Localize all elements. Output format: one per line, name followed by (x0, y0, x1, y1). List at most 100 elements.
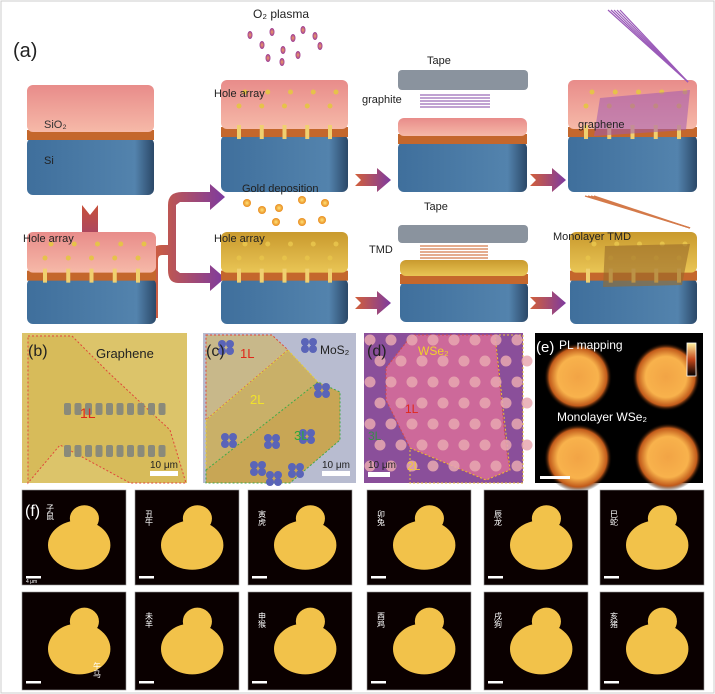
nanostructure (258, 468, 266, 476)
animal-silhouette (274, 520, 337, 570)
hole (511, 334, 523, 346)
animal-head (647, 505, 677, 532)
hole (469, 418, 481, 430)
si-layer (568, 135, 697, 192)
pillar (116, 403, 124, 415)
hole (636, 89, 641, 95)
hole (236, 255, 242, 261)
hole (427, 418, 439, 430)
nanostructure (218, 340, 226, 348)
animal-head (182, 607, 212, 636)
hole-array (364, 334, 533, 472)
hole (141, 241, 147, 247)
monolayer-wse2-caption: Monolayer WSe₂ (557, 410, 647, 424)
animal-head (531, 505, 561, 532)
hole (591, 241, 597, 247)
pillar (95, 445, 103, 457)
wse2-title: WSe₂ (418, 344, 449, 358)
nanostructure (221, 440, 229, 448)
panel-f-label: (f) (25, 503, 40, 520)
tape (398, 225, 528, 243)
nanostructure (258, 461, 266, 469)
nanostructure (250, 468, 258, 476)
animal-silhouette (510, 623, 573, 675)
hole (427, 376, 439, 388)
hole (437, 397, 449, 409)
interlayer (400, 274, 528, 284)
panel-b-label: (b) (28, 343, 48, 360)
layer-1l-label: 1L (405, 402, 419, 416)
pillar (148, 445, 155, 457)
si-layer (221, 278, 348, 324)
scale-bar-label: 10 μm (150, 460, 178, 471)
hole (364, 460, 376, 472)
animal-silhouette (626, 520, 689, 570)
zodiac-image: 巳蛇 (599, 489, 705, 586)
hole (48, 241, 54, 247)
zodiac-label: 亥猪 (610, 611, 619, 629)
scale-bar (139, 576, 154, 579)
graphite-label: graphite (362, 94, 402, 106)
hole (282, 103, 287, 109)
substrate-block (27, 85, 154, 195)
zodiac-image: 午马 (21, 591, 127, 691)
nanostructure (301, 338, 309, 346)
hole (242, 89, 248, 95)
hole-pillar (259, 125, 264, 140)
hole-pillar (584, 125, 588, 140)
panel-d-label: (d) (367, 343, 387, 360)
colorbar (686, 342, 697, 377)
pillar (106, 403, 113, 415)
pl-spot (632, 343, 700, 411)
pillar (158, 403, 166, 415)
hole (385, 460, 397, 472)
nanostructure (266, 478, 274, 486)
nanostructure (218, 347, 226, 355)
hole-pillar (66, 268, 71, 283)
hole (416, 397, 428, 409)
mos2-title: MoS₂ (320, 343, 350, 357)
animal-head (414, 607, 444, 636)
zodiac-image: 戌狗 (483, 591, 589, 691)
panel-a-schematic (27, 9, 697, 324)
pillar (64, 403, 71, 415)
si-layer (398, 142, 527, 192)
hole (448, 460, 460, 472)
panel-d-wse2: (d) WSe₂ 1L 2L 3L 10 μm (364, 333, 533, 484)
interlayer (398, 134, 527, 144)
hole (310, 89, 316, 95)
plasma-particle (317, 42, 323, 50)
top-layer (398, 118, 527, 136)
zodiac-label: 辰龙 (494, 510, 503, 527)
gold-particle (258, 206, 266, 214)
plasma-particle (247, 31, 253, 39)
plasma-particle (300, 26, 306, 34)
animal-head (414, 505, 444, 532)
hole (416, 439, 428, 451)
zodiac-label: 卯兔 (377, 510, 386, 527)
zodiac-image: 亥猪 (599, 591, 705, 691)
animal-silhouette (47, 623, 111, 675)
hole (448, 418, 460, 430)
hole (282, 255, 287, 261)
hole (374, 355, 386, 367)
nanostructure (322, 383, 330, 391)
pillar (137, 445, 145, 457)
zodiac-label: 寅虎 (258, 509, 267, 527)
tape-label: Tape (424, 201, 448, 213)
hole-pillar (328, 125, 332, 140)
hole-pillar (282, 125, 287, 140)
hole (500, 355, 512, 367)
zodiac-label: 子鼠 (46, 504, 55, 521)
hole (511, 460, 523, 472)
panel-a-label: (a) (13, 40, 37, 62)
zodiac-image: 申猴 (247, 591, 353, 691)
hole (614, 241, 620, 247)
layer-1l-label: 1L (240, 346, 254, 361)
hole (288, 89, 293, 95)
hole (469, 334, 481, 346)
hole (458, 439, 470, 451)
